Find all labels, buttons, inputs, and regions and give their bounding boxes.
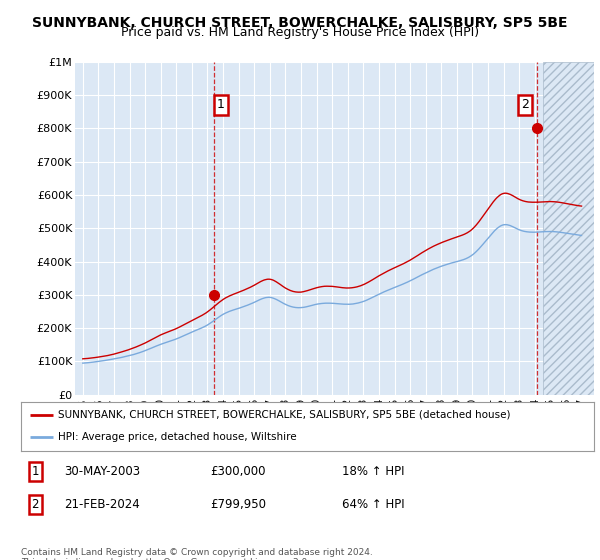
Text: SUNNYBANK, CHURCH STREET, BOWERCHALKE, SALISBURY, SP5 5BE (detached house): SUNNYBANK, CHURCH STREET, BOWERCHALKE, S…: [58, 410, 511, 420]
Text: 2: 2: [32, 498, 39, 511]
Text: 30-MAY-2003: 30-MAY-2003: [64, 465, 140, 478]
Text: £799,950: £799,950: [210, 498, 266, 511]
Text: Price paid vs. HM Land Registry's House Price Index (HPI): Price paid vs. HM Land Registry's House …: [121, 26, 479, 39]
Text: 21-FEB-2024: 21-FEB-2024: [64, 498, 140, 511]
Text: 2: 2: [521, 99, 529, 111]
Bar: [542, 62, 594, 395]
Text: 1: 1: [32, 465, 39, 478]
Text: 18% ↑ HPI: 18% ↑ HPI: [342, 465, 404, 478]
Text: Contains HM Land Registry data © Crown copyright and database right 2024.
This d: Contains HM Land Registry data © Crown c…: [21, 548, 373, 560]
Text: SUNNYBANK, CHURCH STREET, BOWERCHALKE, SALISBURY, SP5 5BE: SUNNYBANK, CHURCH STREET, BOWERCHALKE, S…: [32, 16, 568, 30]
Text: £300,000: £300,000: [210, 465, 266, 478]
Text: HPI: Average price, detached house, Wiltshire: HPI: Average price, detached house, Wilt…: [58, 432, 297, 442]
Text: 1: 1: [217, 99, 225, 111]
Text: 64% ↑ HPI: 64% ↑ HPI: [342, 498, 404, 511]
